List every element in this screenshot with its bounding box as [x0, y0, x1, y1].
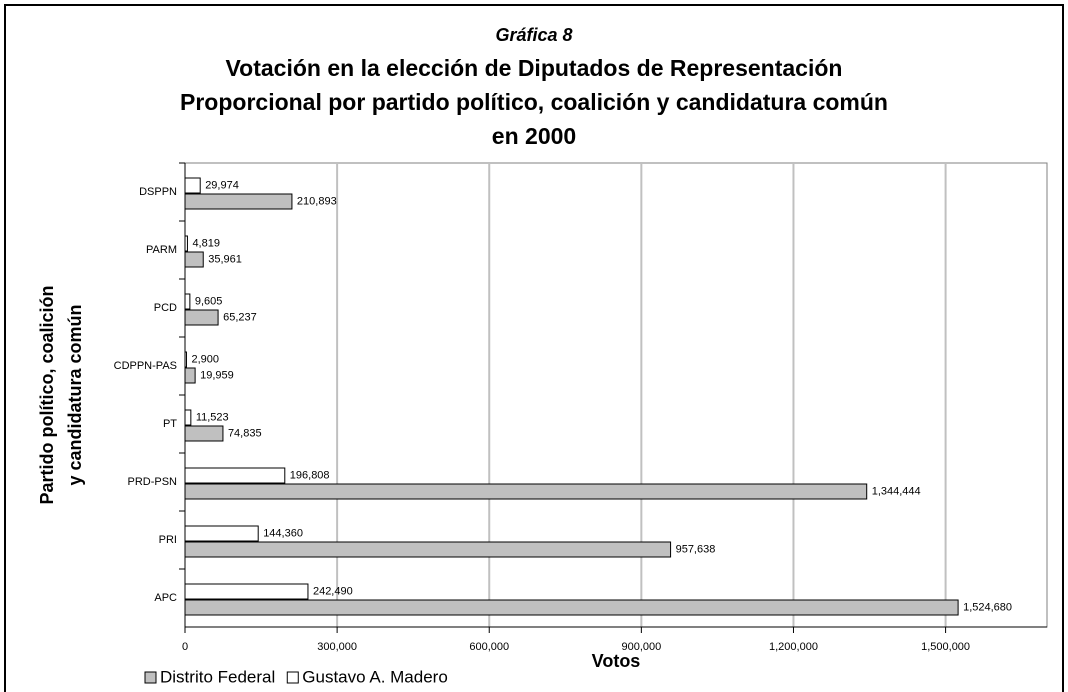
x-axis-title: Votos: [592, 651, 641, 671]
data-label: 1,344,444: [872, 485, 921, 497]
data-label: 19,959: [200, 369, 234, 381]
legend-swatch: [144, 671, 157, 684]
y-tick-label: CDPPN-PAS: [114, 360, 177, 372]
data-label: 1,524,680: [963, 601, 1012, 613]
x-tick-label: 600,000: [469, 641, 509, 653]
y-axis-title: y candidatura común: [65, 304, 85, 485]
chart-label: Gráfica 8: [495, 25, 572, 45]
data-label: 2,900: [191, 353, 219, 365]
chart-title: Votación en la elección de Diputados de …: [226, 55, 843, 81]
y-tick-label: DSPPN: [139, 186, 177, 198]
bar: [184, 251, 204, 268]
bar: [184, 367, 196, 384]
bar: [184, 483, 868, 500]
y-tick-label: PCD: [154, 302, 177, 314]
bar: [184, 193, 293, 210]
bar: [184, 583, 309, 600]
x-tick-label: 900,000: [621, 641, 661, 653]
legend-label: Gustavo A. Madero: [302, 667, 448, 686]
y-tick-label: PRI: [159, 534, 177, 546]
x-tick-label: 0: [182, 641, 188, 653]
chart-title: Proporcional por partido político, coali…: [180, 89, 888, 115]
bar: [184, 541, 672, 558]
y-tick-label: PARM: [146, 244, 177, 256]
frame: [4, 4, 1064, 692]
data-label: 144,360: [263, 527, 303, 539]
data-label: 29,974: [205, 179, 239, 191]
bar: [184, 177, 201, 194]
legend-swatch: [286, 671, 299, 684]
data-label: 242,490: [313, 585, 353, 597]
y-axis-title: Partido político, coalición: [37, 285, 57, 504]
y-tick-label: PRD-PSN: [127, 476, 177, 488]
data-label: 11,523: [196, 411, 229, 423]
data-label: 35,961: [208, 253, 242, 265]
x-tick-label: 300,000: [317, 641, 357, 653]
y-tick-label: PT: [163, 418, 177, 430]
chart-title: en 2000: [492, 123, 576, 149]
legend-label: Distrito Federal: [160, 667, 275, 686]
data-label: 4,819: [192, 237, 220, 249]
bar: [184, 525, 259, 542]
data-label: 9,605: [195, 295, 223, 307]
bar: [184, 293, 191, 310]
data-label: 957,638: [676, 543, 716, 555]
bar: [184, 409, 192, 426]
x-tick-label: 1,500,000: [921, 641, 970, 653]
bar: [184, 467, 286, 484]
y-tick-label: APC: [154, 592, 177, 604]
bar: [184, 599, 959, 616]
bar: [184, 425, 224, 442]
data-label: 74,835: [228, 427, 262, 439]
x-tick-label: 1,200,000: [769, 641, 818, 653]
data-label: 210,893: [297, 195, 337, 207]
bar: [184, 309, 219, 326]
data-label: 65,237: [223, 311, 257, 323]
data-label: 196,808: [290, 469, 330, 481]
